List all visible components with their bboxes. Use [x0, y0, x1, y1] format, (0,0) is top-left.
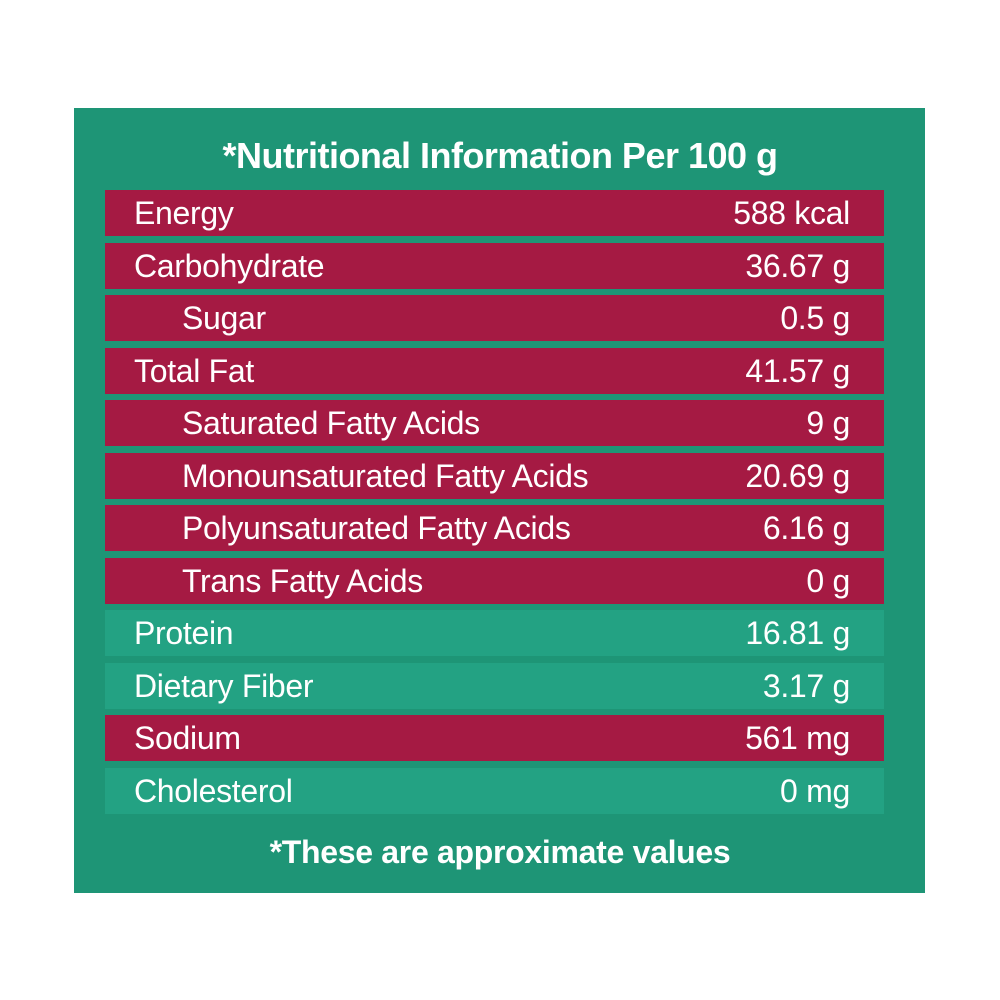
row-sugar: Sugar 0.5 g: [105, 295, 884, 341]
row-label: Polyunsaturated Fatty Acids: [182, 510, 571, 546]
row-label: Saturated Fatty Acids: [182, 405, 480, 441]
row-value: 0 g: [806, 562, 850, 599]
row-value: 9 g: [806, 405, 850, 441]
row-trans-fatty-acids: Trans Fatty Acids 0 g: [105, 557, 884, 604]
row-carbohydrate: Carbohydrate 36.67 g: [105, 242, 884, 289]
row-monounsaturated-fatty-acids: Monounsaturated Fatty Acids 20.69 g: [105, 452, 884, 499]
row-total-fat: Total Fat 41.57 g: [105, 347, 884, 394]
row-protein: Protein 16.81 g: [105, 610, 884, 656]
row-dietary-fiber: Dietary Fiber 3.17 g: [105, 662, 884, 709]
row-label: Trans Fatty Acids: [182, 562, 423, 599]
row-value: 0 mg: [780, 772, 850, 809]
row-value: 0.5 g: [780, 300, 850, 336]
row-label: Carbohydrate: [134, 247, 325, 284]
row-label: Protein: [134, 615, 234, 651]
nutrition-table: Energy 588 kcal Carbohydrate 36.67 g Sug…: [105, 190, 884, 820]
row-label: Sodium: [134, 720, 241, 756]
row-energy: Energy 588 kcal: [105, 190, 884, 236]
row-value: 588 kcal: [733, 195, 850, 231]
row-value: 561 mg: [745, 720, 850, 756]
row-value: 16.81 g: [745, 615, 850, 651]
row-saturated-fatty-acids: Saturated Fatty Acids 9 g: [105, 400, 884, 446]
row-label: Monounsaturated Fatty Acids: [182, 457, 589, 494]
footnote: *These are approximate values: [269, 834, 731, 870]
row-label: Total Fat: [134, 352, 255, 389]
row-label: Cholesterol: [134, 772, 293, 809]
nutrition-panel: [74, 108, 925, 893]
row-label: Sugar: [182, 300, 266, 336]
row-value: 41.57 g: [745, 352, 850, 389]
row-cholesterol: Cholesterol 0 mg: [105, 767, 884, 814]
row-value: 6.16 g: [762, 510, 850, 546]
row-label: Energy: [134, 195, 234, 231]
row-value: 3.17 g: [762, 667, 850, 704]
nutrition-title: *Nutritional Information Per 100 g: [222, 135, 778, 176]
row-value: 36.67 g: [745, 247, 850, 284]
row-sodium: Sodium 561 mg: [105, 715, 884, 761]
row-label: Dietary Fiber: [134, 667, 314, 704]
row-value: 20.69 g: [745, 457, 850, 494]
row-polyunsaturated-fatty-acids: Polyunsaturated Fatty Acids 6.16 g: [105, 505, 884, 551]
